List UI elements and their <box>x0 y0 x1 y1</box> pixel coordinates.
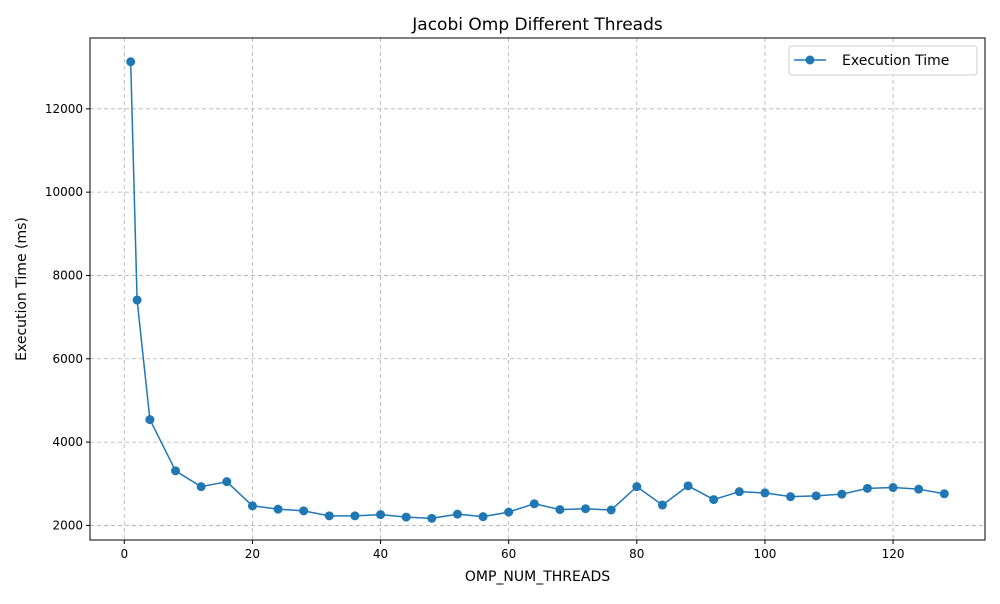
data-point <box>132 295 142 305</box>
x-tick-label: 60 <box>501 547 516 561</box>
data-point <box>657 500 667 510</box>
data-point <box>632 482 642 492</box>
y-tick-label: 6000 <box>52 352 83 366</box>
y-axis-label: Execution Time (ms) <box>14 217 30 361</box>
data-point <box>888 483 898 493</box>
data-point <box>939 489 949 499</box>
data-point <box>914 484 924 494</box>
x-tick-label: 120 <box>882 547 905 561</box>
y-tick-label: 10000 <box>45 185 83 199</box>
y-tick-label: 2000 <box>52 518 83 532</box>
data-point <box>299 506 309 516</box>
x-tick-label: 100 <box>753 547 776 561</box>
y-tick-label: 8000 <box>52 268 83 282</box>
series-line <box>129 61 945 520</box>
x-tick-label: 0 <box>120 547 128 561</box>
data-point <box>350 511 360 521</box>
data-point <box>760 488 770 498</box>
grid <box>90 38 985 540</box>
data-point <box>504 507 514 517</box>
x-tick-label: 20 <box>245 547 260 561</box>
data-point <box>529 499 539 509</box>
data-point <box>683 481 693 491</box>
legend-point-marker <box>805 55 815 65</box>
data-point <box>126 57 136 67</box>
data-point <box>247 501 257 511</box>
x-tick-label: 40 <box>373 547 388 561</box>
data-point <box>478 512 488 522</box>
legend: Execution Time <box>788 45 978 76</box>
data-point <box>145 415 155 425</box>
data-point <box>171 466 181 476</box>
data-point <box>734 487 744 497</box>
y-tick-label: 4000 <box>52 435 83 449</box>
data-point <box>324 511 334 521</box>
axis-ticks: 0 20 40 60 80 100 120 2000 4000 6000 8000 10000 1200… <box>45 102 905 561</box>
data-point <box>581 504 591 514</box>
data-point <box>401 512 411 522</box>
data-point <box>376 510 386 520</box>
data-point <box>811 491 821 501</box>
legend-label: Execution Time <box>842 53 949 69</box>
chart-title: Jacobi Omp Different Threads <box>411 15 663 35</box>
data-point <box>555 505 565 515</box>
x-axis-label: OMP_NUM_THREADS <box>465 569 610 585</box>
y-tick-label: 12000 <box>45 102 83 116</box>
plot-area <box>89 37 986 541</box>
data-point <box>709 495 719 505</box>
data-point <box>273 504 283 514</box>
data-point <box>862 483 872 493</box>
x-tick-label: 80 <box>629 547 644 561</box>
data-point <box>196 482 206 492</box>
data-point <box>837 489 847 499</box>
data-point <box>786 492 796 502</box>
series-layer <box>126 57 949 523</box>
data-point <box>452 509 462 519</box>
legend-box <box>788 45 978 76</box>
data-point <box>427 513 437 523</box>
data-point <box>222 477 232 487</box>
data-point <box>606 505 616 515</box>
